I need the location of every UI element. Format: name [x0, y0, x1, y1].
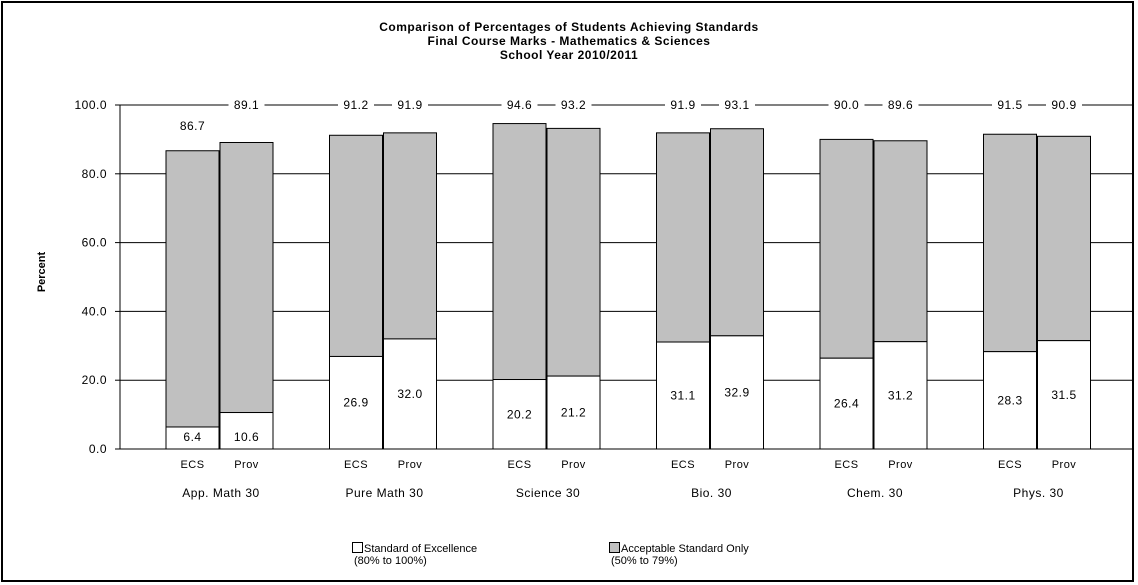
bar-excellence — [165, 426, 220, 450]
x-tick-label: Prov — [398, 459, 423, 471]
value-label-bg — [665, 98, 701, 112]
bar-excellence — [710, 335, 764, 450]
x-tick-label: ECS — [180, 459, 204, 471]
value-label-excellence: 6.4 — [183, 430, 201, 444]
value-label-total: 91.5 — [997, 98, 1022, 112]
value-label-total: 90.0 — [834, 98, 859, 112]
value-label-bg — [174, 119, 211, 133]
y-tick-label: 100.0 — [74, 98, 107, 112]
value-label-excellence: 20.2 — [507, 407, 532, 421]
bar-excellence — [983, 351, 1037, 450]
value-label-excellence: 31.1 — [670, 389, 695, 403]
y-tick-label: 20.0 — [82, 373, 107, 387]
x-tick-label: ECS — [507, 459, 531, 471]
bar-excellence — [492, 379, 547, 450]
value-label-total: 91.2 — [343, 98, 368, 112]
value-label-excellence: 21.2 — [561, 406, 586, 420]
legend-item-excellence: Standard of Excellence (80% to 100%) — [352, 542, 477, 567]
value-label-bg — [882, 98, 919, 112]
value-label-total: 94.6 — [507, 98, 532, 112]
legend-note-excellence: (80% to 100%) — [354, 555, 427, 567]
chart-title: Comparison of Percentages of Students Ac… — [379, 20, 759, 34]
value-label-bg — [501, 98, 538, 112]
value-label-total: 89.1 — [234, 98, 259, 112]
x-tick-label: ECS — [834, 459, 858, 471]
legend-swatch-excellence — [352, 542, 363, 553]
value-label-excellence: 32.0 — [397, 387, 422, 401]
bar-excellence — [873, 341, 928, 450]
bar-acceptable — [710, 128, 764, 337]
x-group-label: Phys. 30 — [1013, 486, 1064, 500]
x-group-label: Bio. 30 — [691, 486, 732, 500]
value-label-excellence: 26.4 — [834, 397, 859, 411]
value-label-bg — [828, 98, 865, 112]
x-group-label: App. Math 30 — [182, 486, 259, 500]
bar-excellence — [329, 355, 383, 450]
value-label-total: 86.7 — [180, 119, 205, 133]
x-group-label: Science 30 — [516, 486, 580, 500]
bar-excellence — [819, 357, 874, 450]
bar-acceptable — [546, 127, 601, 377]
legend-label-acceptable: Acceptable Standard Only — [621, 543, 749, 555]
bar-acceptable — [492, 123, 547, 381]
legend-note-acceptable: (50% to 79%) — [611, 555, 678, 567]
value-label-bg — [719, 98, 755, 112]
value-label-total: 91.9 — [670, 98, 695, 112]
bar-excellence — [656, 341, 710, 450]
x-tick-label: Prov — [234, 459, 259, 471]
bar-acceptable — [873, 140, 928, 343]
x-tick-label: Prov — [561, 459, 586, 471]
bar-acceptable — [329, 134, 383, 357]
bar-acceptable — [219, 141, 274, 414]
value-label-excellence: 10.6 — [234, 430, 259, 444]
y-tick-label: 60.0 — [82, 236, 107, 250]
bar-excellence — [1037, 340, 1091, 450]
y-tick-label: 0.0 — [89, 442, 107, 456]
value-label-excellence: 32.9 — [724, 385, 749, 399]
value-label-excellence: 31.2 — [888, 388, 913, 402]
value-label-total: 93.2 — [561, 98, 586, 112]
chart-subtitle: Final Course Marks - Mathematics & Scien… — [427, 34, 711, 48]
value-label-total: 91.9 — [397, 98, 422, 112]
value-label-total: 93.1 — [724, 98, 749, 112]
value-label-bg — [392, 98, 428, 112]
value-label-bg — [228, 98, 265, 112]
x-tick-label: Prov — [1052, 459, 1077, 471]
x-tick-label: Prov — [888, 459, 913, 471]
x-tick-label: ECS — [998, 459, 1022, 471]
value-label-bg — [555, 98, 592, 112]
value-label-excellence: 28.3 — [997, 393, 1022, 407]
bar-acceptable — [656, 132, 710, 343]
value-label-excellence: 26.9 — [343, 396, 368, 410]
chart-subtitle-2: School Year 2010/2011 — [499, 48, 639, 62]
value-label-excellence: 31.5 — [1051, 388, 1076, 402]
bar-excellence — [383, 338, 437, 450]
x-group-label: Pure Math 30 — [345, 486, 423, 500]
bar-acceptable — [1037, 135, 1091, 342]
bar-excellence — [546, 375, 601, 450]
legend-label-excellence: Standard of Excellence — [364, 543, 478, 555]
x-tick-label: Prov — [725, 459, 750, 471]
x-group-label: Chem. 30 — [847, 486, 903, 500]
legend-swatch-acceptable — [609, 542, 620, 553]
bar-acceptable — [383, 132, 437, 340]
chart-titles: Comparison of Percentages of Students Ac… — [0, 20, 1138, 62]
x-tick-label: ECS — [671, 459, 695, 471]
value-label-bg — [992, 98, 1028, 112]
value-label-bg — [338, 98, 374, 112]
y-tick-label: 80.0 — [82, 167, 107, 181]
legend-item-acceptable: Acceptable Standard Only (50% to 79%) — [609, 542, 749, 567]
bar-excellence — [219, 412, 274, 450]
value-label-total: 90.9 — [1051, 98, 1076, 112]
y-tick-label: 40.0 — [82, 304, 107, 318]
value-label-total: 89.6 — [888, 98, 913, 112]
bar-acceptable — [819, 138, 874, 359]
x-tick-label: ECS — [344, 459, 368, 471]
bar-acceptable — [983, 133, 1037, 353]
bar-acceptable — [165, 150, 220, 428]
value-label-bg — [1046, 98, 1082, 112]
